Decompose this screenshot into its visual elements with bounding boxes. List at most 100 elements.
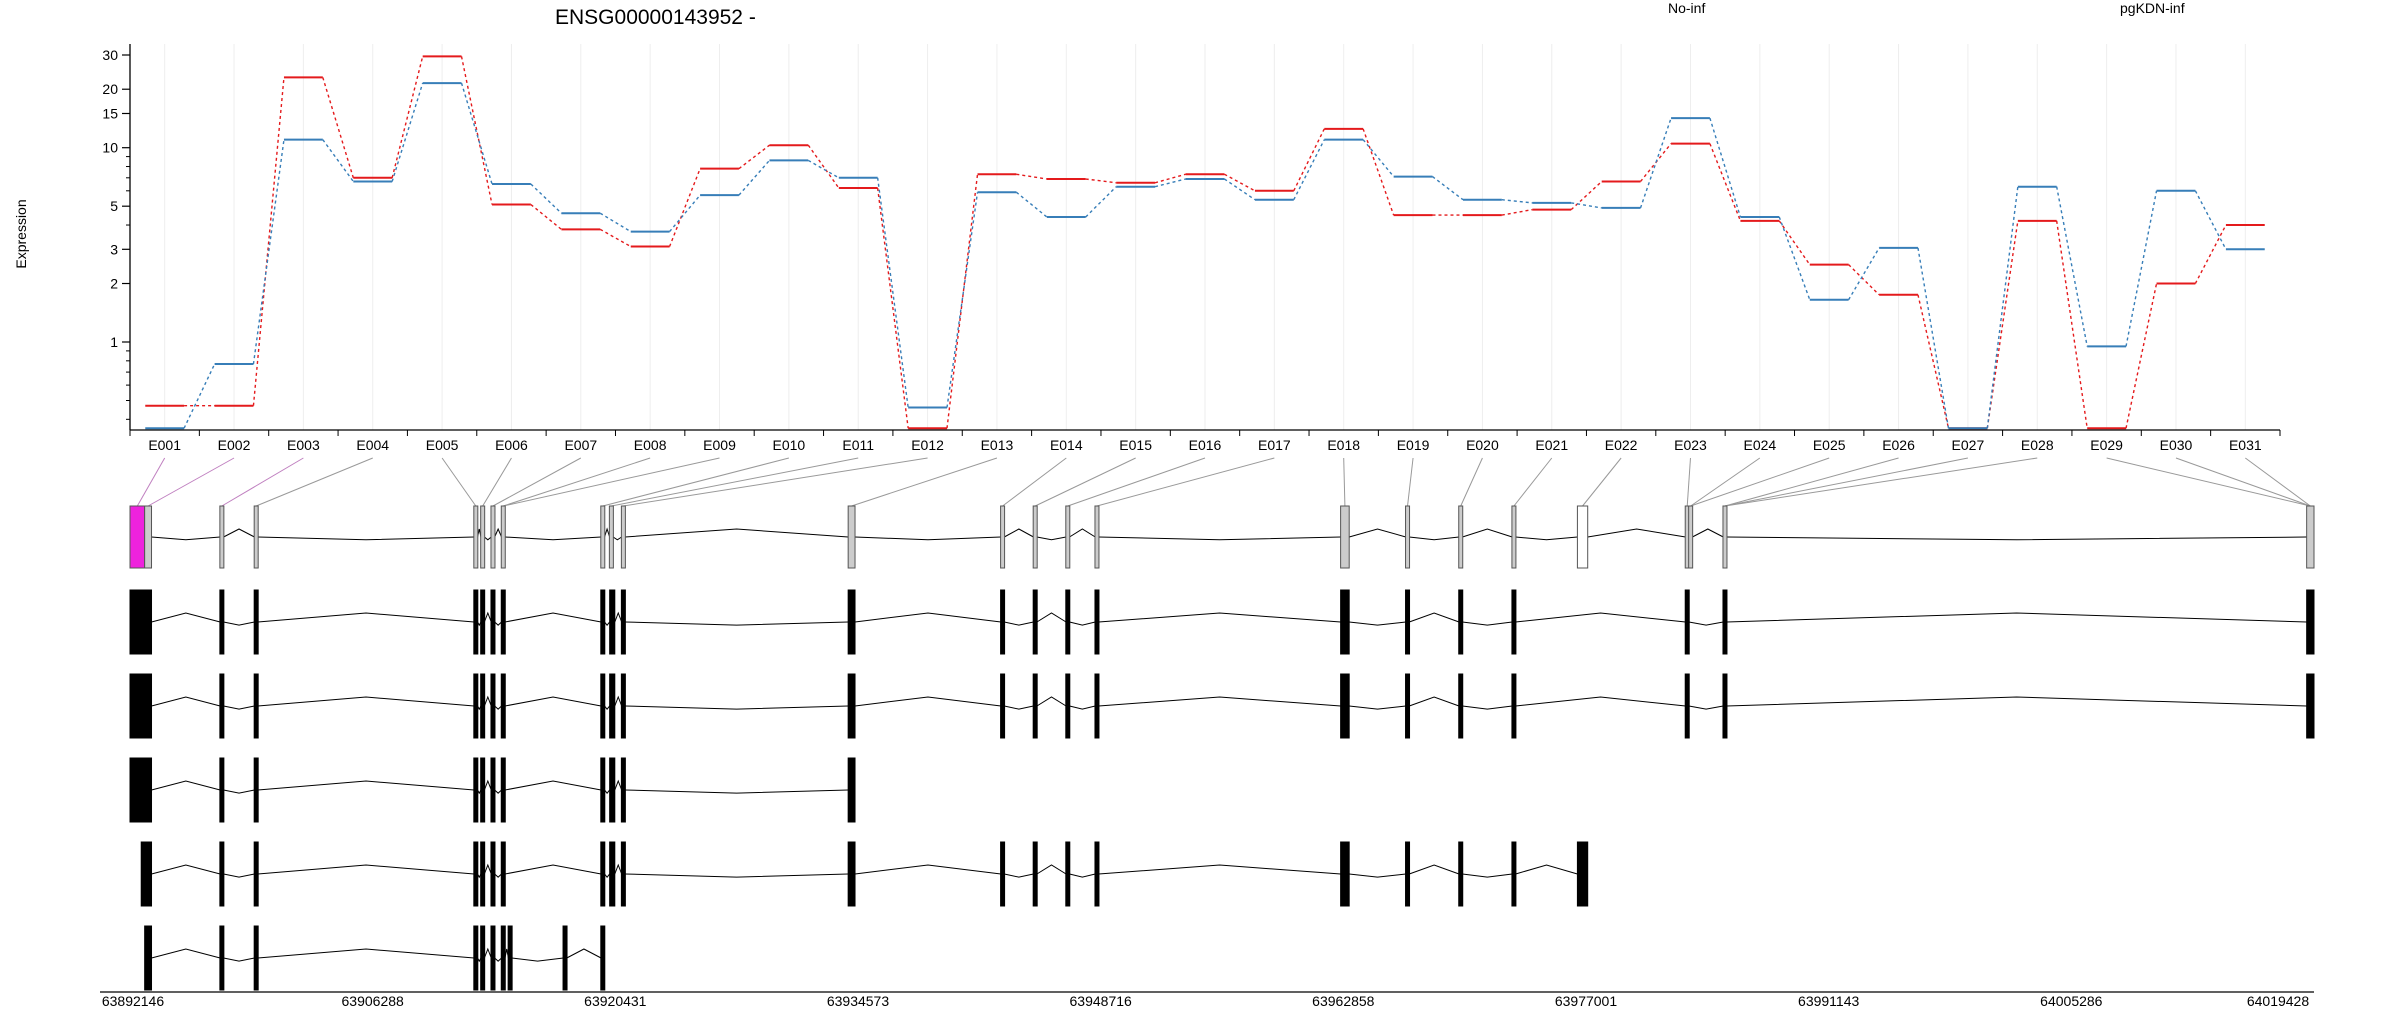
intron-line xyxy=(223,705,255,710)
transcript-exon xyxy=(1511,841,1517,907)
series-connector xyxy=(1640,143,1672,182)
x-tick-label-e024: E024 xyxy=(1743,437,1776,453)
expression-plot xyxy=(145,55,2265,430)
transcript-exon xyxy=(620,757,626,823)
intron-line xyxy=(1688,621,1724,626)
intron-line xyxy=(1098,612,1341,623)
exon-connector xyxy=(1096,457,1275,507)
series-connector xyxy=(668,168,701,247)
transcript-exon xyxy=(140,841,153,907)
transcript-exon xyxy=(473,925,479,991)
exon-bin xyxy=(490,505,496,569)
transcript-exon xyxy=(490,925,496,991)
intron-line xyxy=(257,864,475,875)
series-connector xyxy=(1917,247,1950,429)
intron-line xyxy=(257,696,475,707)
intron-line xyxy=(1004,621,1034,626)
x-tick-label-e011: E011 xyxy=(842,437,874,453)
exon-connector xyxy=(1513,457,1553,507)
y-tick-label: 20 xyxy=(102,81,118,97)
transcript-exon xyxy=(1511,589,1517,655)
series-connector xyxy=(322,77,354,179)
y-tick-label: 10 xyxy=(102,140,118,156)
transcript-exon xyxy=(1405,673,1411,739)
intron-line xyxy=(1349,621,1406,626)
exon-connector xyxy=(2175,457,2311,507)
exon-connector xyxy=(1690,457,1830,507)
series-connector xyxy=(1848,264,1880,296)
intron-line xyxy=(625,528,849,538)
transcript-exon xyxy=(490,757,496,823)
series-connector xyxy=(1016,173,1047,180)
genomic-tick-label: 63934573 xyxy=(827,993,890,1009)
intron-line xyxy=(483,611,492,623)
series-connector xyxy=(2194,190,2227,250)
transcript-exon xyxy=(253,925,259,991)
exon-bin xyxy=(1576,505,1589,569)
x-tick-label-e003: E003 xyxy=(287,437,320,453)
series-connector xyxy=(252,77,285,406)
exon-connector xyxy=(1724,457,1899,507)
exon-bin xyxy=(500,505,506,569)
transcript-exon xyxy=(847,673,856,739)
transcript-exon xyxy=(1684,673,1690,739)
x-tick-label-e030: E030 xyxy=(2160,437,2193,453)
transcript-exon xyxy=(1684,589,1690,655)
legend-label-no-inf: No-inf xyxy=(1668,0,1705,16)
grid-lines xyxy=(164,44,2246,430)
transcript-exon xyxy=(219,757,225,823)
intron-line xyxy=(494,705,502,710)
transcript-exon xyxy=(1576,841,1589,907)
genomic-tick-label: 64005286 xyxy=(2040,993,2103,1009)
transcript-exon xyxy=(600,673,606,739)
transcript-exon xyxy=(847,757,856,823)
series-connector xyxy=(1293,128,1325,192)
x-tick-label-e009: E009 xyxy=(703,437,736,453)
exon-bin xyxy=(1065,505,1071,569)
exon-bin xyxy=(608,505,614,569)
series-connector xyxy=(1362,128,1395,216)
series-connector xyxy=(391,82,424,182)
series-connector xyxy=(1848,247,1880,301)
transcript-exon xyxy=(600,925,606,991)
transcript-exon xyxy=(500,589,506,655)
intron-line xyxy=(494,873,502,878)
transcript-1 xyxy=(129,589,2315,655)
x-tick-label-e017: E017 xyxy=(1258,437,1291,453)
exon-connector xyxy=(147,457,235,507)
series-connector xyxy=(1917,294,1950,429)
exon-bin xyxy=(480,505,486,569)
transcript-exon xyxy=(490,841,496,907)
chart-title: ENSG00000143952 - xyxy=(555,6,756,29)
genomic-tick-label: 64019428 xyxy=(2247,993,2310,1009)
transcript-exon xyxy=(2306,673,2315,739)
intron-line xyxy=(1688,705,1724,710)
exon-connector xyxy=(602,457,789,507)
transcript-exon xyxy=(500,841,506,907)
intron-line xyxy=(494,957,502,962)
intron-line xyxy=(604,527,611,538)
intron-line xyxy=(604,789,611,794)
transcript-exon xyxy=(1000,589,1006,655)
series-connector xyxy=(391,56,424,178)
transcript-exon xyxy=(219,925,225,991)
transcript-exon xyxy=(620,841,626,907)
genomic-tick-label: 63920431 xyxy=(584,993,647,1009)
series-pgkdn-inf xyxy=(145,82,2265,430)
series-connector xyxy=(1570,180,1603,211)
series-connector xyxy=(876,187,909,429)
x-tick-label-e004: E004 xyxy=(356,437,389,453)
intron-line xyxy=(604,873,611,878)
intron-line xyxy=(151,864,221,875)
intron-line xyxy=(257,780,475,791)
exon-bin xyxy=(1688,505,1694,569)
intron-line xyxy=(504,780,602,791)
gene-model xyxy=(129,505,2315,991)
intron-line xyxy=(504,536,602,541)
intron-line xyxy=(1462,528,1513,538)
series-connector xyxy=(183,363,216,429)
genomic-tick-label: 63977001 xyxy=(1555,993,1618,1009)
transcript-exon xyxy=(500,925,506,991)
series-connector xyxy=(1085,178,1117,184)
intron-line xyxy=(257,612,475,623)
